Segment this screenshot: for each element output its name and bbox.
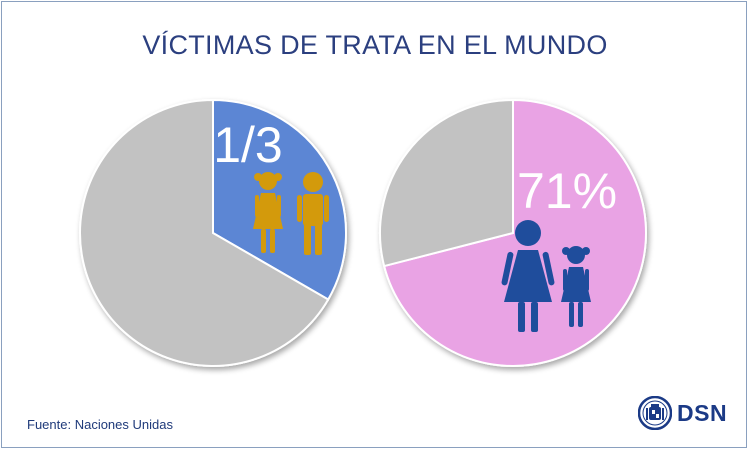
page-title: VÍCTIMAS DE TRATA EN EL MUNDO [142,30,608,60]
dsn-logo: DSN [638,396,727,430]
remaining-slice-0 [79,98,330,367]
girl-icon [561,246,591,327]
coat-of-arms-icon [638,396,672,430]
source-note: Fuente: Naciones Unidas [27,417,173,432]
slice-label-71-percent: 71% [517,163,617,219]
slice-label-one-third: 1/3 [213,117,283,173]
boy-icon [297,172,329,255]
woman-icon [501,220,555,332]
logo-text: DSN [677,399,728,426]
remaining-slice-1 [379,98,514,268]
girl-icon [253,172,283,253]
pie-chart-women [379,98,647,367]
